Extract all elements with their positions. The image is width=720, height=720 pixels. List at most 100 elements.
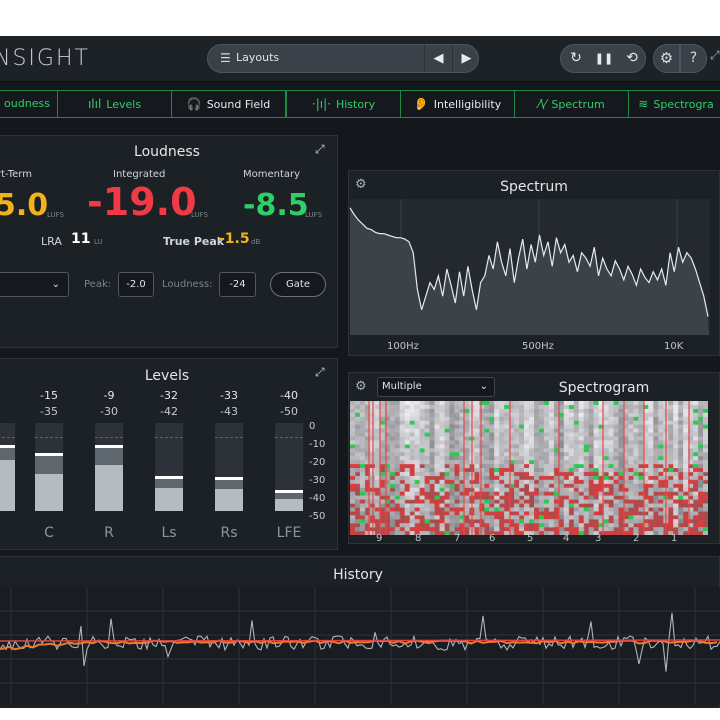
help-button[interactable]: ? (680, 44, 707, 73)
sync-button[interactable]: ⟲ (626, 50, 638, 66)
spectrogram-tick-label: 6 (489, 533, 496, 544)
tab-label: Spectrogra (653, 98, 714, 111)
levels-icon: ılıl (87, 97, 102, 111)
spectrum-title: Spectrum (500, 179, 568, 195)
tab-levels[interactable]: ılıl Levels (57, 90, 172, 118)
short-term-label: rt-Term (0, 169, 32, 180)
history-icon: ·|ı|· (311, 97, 331, 111)
integrated-unit: LUFS (191, 211, 209, 219)
meter-range (0, 448, 15, 460)
meter-target-line (155, 437, 183, 438)
scale-tick-label: -10 (309, 439, 326, 450)
expand-icon[interactable]: ⤢ (315, 142, 325, 156)
spectrogram-tick-label: 3 (595, 533, 602, 544)
tab-label: Levels (106, 98, 142, 111)
short-term-unit: LUFS (47, 211, 65, 219)
gear-icon[interactable]: ⚙ (355, 177, 367, 192)
spectrogram-tick-label: 5 (527, 533, 534, 544)
meter-peak-hold (95, 445, 123, 448)
spectrogram-tick-label: 9 (376, 533, 383, 544)
tab-intelligibility[interactable]: 👂 Intelligibility (400, 90, 515, 118)
spectrogram-tick-label: 8 (415, 533, 422, 544)
spectrogram-tick-label: 7 (454, 533, 461, 544)
spectrum-icon: ⁄\⁄ (538, 97, 547, 111)
meter-peak-hold (155, 476, 183, 479)
spectrogram-tick-label: 1 (671, 533, 678, 544)
spectrum-tick-100hz: 100Hz (387, 341, 419, 352)
meter-fill (0, 460, 15, 511)
channel-peak-value: -9 (103, 389, 115, 402)
momentary-unit: LUFS (305, 211, 323, 219)
lra-label: LRA (41, 235, 62, 248)
title-bar: NSIGHT ☰ Layouts ◀ ▶ ↻ ❚❚ ⟲ ⚙ ? ⤢ (0, 36, 720, 82)
meter-range (275, 493, 303, 499)
scale-tick-label: -30 (309, 475, 326, 486)
transport-controls: ↻ ❚❚ ⟲ (560, 44, 646, 73)
channel-peak-value: -33 (220, 389, 238, 402)
spectrum-tick-500hz: 500Hz (522, 341, 554, 352)
resize-icon[interactable]: ⤢ (710, 48, 720, 62)
previous-layout-button[interactable]: ◀ (424, 45, 452, 72)
reset-button[interactable]: ↻ (570, 50, 582, 66)
app-title: NSIGHT (0, 46, 90, 71)
scale-tick-label: -50 (309, 511, 326, 522)
loudness-target-label: Loudness: (162, 279, 213, 290)
ear-icon: 👂 (413, 97, 429, 111)
integrated-label: Integrated (113, 169, 166, 180)
tab-sound-field[interactable]: 🎧 Sound Field (171, 90, 286, 118)
scale-tick-label: -20 (309, 457, 326, 468)
meter-target-line (275, 437, 303, 438)
meter-fill (35, 474, 63, 511)
tab-spectrum[interactable]: ⁄\⁄ Spectrum (514, 90, 629, 118)
gear-icon[interactable]: ⚙ (355, 379, 367, 394)
tab-loudness[interactable]: oudness (0, 90, 58, 118)
lra-unit: LU (94, 238, 103, 246)
true-peak-value: -1.5 (219, 231, 250, 247)
history-title: History (333, 567, 383, 583)
channel-label: Rs (220, 525, 238, 541)
levels-panel: Levels ⤢ -15 -35 C -9 -30 R -32 -42 Ls -33 -43 Rs -4… (0, 358, 338, 550)
tab-label: Spectrum (551, 98, 605, 111)
gear-icon[interactable]: ⚙ (653, 44, 680, 73)
expand-icon[interactable]: ⤢ (315, 365, 325, 379)
channel-label: C (44, 525, 54, 541)
channel-rms-value: -30 (100, 405, 118, 418)
meter-peak-hold (215, 477, 243, 480)
scale-tick-label: -40 (309, 493, 326, 504)
peak-input[interactable]: -2.0 (118, 272, 154, 297)
level-meter (35, 423, 63, 511)
meter-fill (155, 488, 183, 511)
tab-spectrogram[interactable]: ≋ Spectrogra (628, 90, 720, 118)
chevron-down-icon: ⌄ (51, 279, 60, 290)
level-meter (275, 423, 303, 511)
level-meter (0, 423, 15, 511)
meter-range (215, 480, 243, 489)
spectrogram-image (350, 401, 708, 535)
momentary-value: -8.5 (243, 188, 309, 223)
app-window: NSIGHT ☰ Layouts ◀ ▶ ↻ ❚❚ ⟲ ⚙ ? ⤢ oudnes… (0, 36, 720, 708)
tab-history[interactable]: ·|ı|· History (286, 90, 401, 118)
spectrogram-icon: ≋ (638, 97, 649, 111)
spectrum-tick-10k: 10K (664, 341, 684, 352)
loudness-target-input[interactable]: -24 (219, 272, 256, 297)
standard-dropdown[interactable]: ⌄ (0, 272, 69, 297)
peak-label: Peak: (84, 279, 112, 290)
meter-range (95, 448, 123, 465)
meter-peak-hold (35, 453, 63, 456)
spectrogram-panel: ⚙ Multiple ⌄ Spectrogram 9 8 7 6 5 4 3 2 1 (348, 372, 720, 544)
chevron-down-icon: ⌄ (479, 381, 488, 392)
spectrogram-mode-dropdown[interactable]: Multiple ⌄ (377, 377, 495, 397)
short-term-value: 5.0 (0, 188, 49, 223)
layouts-selector[interactable]: ☰ Layouts ◀ ▶ (207, 44, 479, 73)
spectrogram-tick-label: 4 (563, 533, 570, 544)
scale-tick-label: 0 (309, 421, 316, 432)
history-graph (0, 587, 720, 705)
channel-peak-value: -40 (280, 389, 298, 402)
meter-range (155, 479, 183, 488)
next-layout-button[interactable]: ▶ (452, 45, 480, 72)
pause-button[interactable]: ❚❚ (594, 52, 614, 65)
meter-peak-hold (0, 445, 15, 448)
tab-label: Sound Field (206, 98, 271, 111)
true-peak-label: True Peak (163, 235, 225, 248)
gate-button[interactable]: Gate (270, 272, 326, 297)
